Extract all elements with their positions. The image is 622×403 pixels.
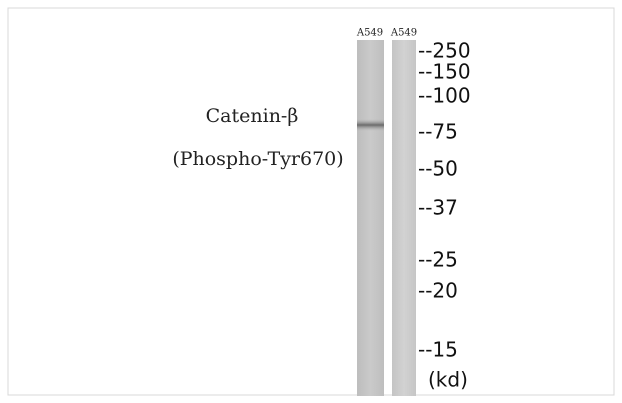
marker-label: --37 <box>418 196 458 220</box>
marker-label: --75 <box>418 120 458 144</box>
frame <box>8 8 614 395</box>
band <box>357 119 384 131</box>
marker-label: --20 <box>418 279 458 303</box>
marker-label: --150 <box>418 60 471 84</box>
lane <box>357 40 384 396</box>
lane <box>392 40 416 396</box>
protein-modification: (Phospho-Tyr670) <box>172 148 343 170</box>
marker-label: --15 <box>418 338 458 362</box>
lane-label: A549 <box>356 28 383 39</box>
figure: A549 A549 Catenin-β (Phospho-Tyr670) --2… <box>0 0 622 403</box>
blot-figure: A549 A549 Catenin-β (Phospho-Tyr670) --2… <box>0 0 622 403</box>
unit-label: (kd) <box>428 368 468 392</box>
marker-label: --25 <box>418 248 458 272</box>
lane-label: A549 <box>390 28 417 39</box>
protein-name: Catenin-β <box>206 105 299 127</box>
marker-label: --50 <box>418 157 458 181</box>
marker-label: --100 <box>418 84 471 108</box>
